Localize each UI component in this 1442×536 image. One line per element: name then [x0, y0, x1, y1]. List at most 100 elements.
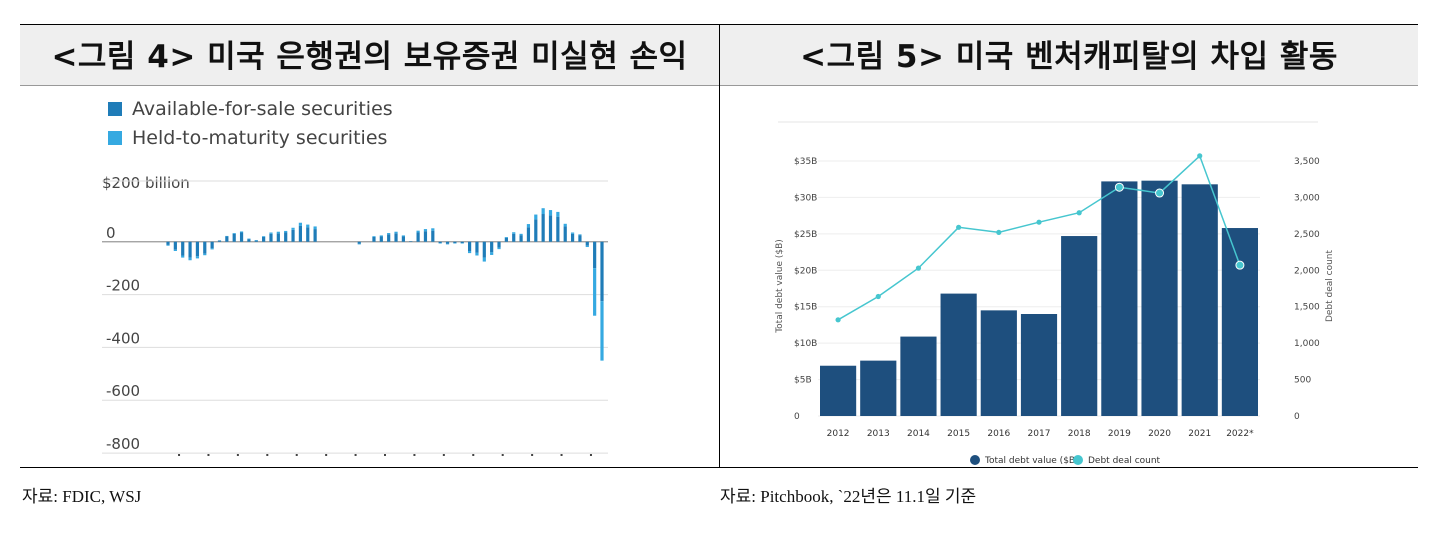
htm-bar — [453, 243, 457, 244]
legend-label-htm: Held-to-maturity securities — [132, 127, 387, 149]
afs-bar — [166, 241, 170, 245]
legend-label-debt: Total debt value ($B) — [984, 456, 1079, 466]
deal-count-point — [875, 293, 881, 300]
x-tick-mark — [589, 454, 592, 456]
y-tick-label: -400 — [106, 329, 140, 347]
htm-bar — [585, 245, 589, 248]
htm-bar — [460, 243, 464, 244]
deal-count-point — [1114, 182, 1124, 192]
left-tick-label: $20B — [794, 266, 817, 276]
htm-bar — [387, 233, 391, 235]
right-tick-label: 0 — [1294, 412, 1300, 422]
figure-panel: <그림 4> 미국 은행권의 보유증권 미실현 손익 <그림 5> 미국 벤처캐… — [20, 24, 1418, 468]
afs-bar — [217, 240, 222, 242]
debt-bar — [900, 336, 937, 416]
deal-count-point — [1076, 210, 1082, 216]
afs-bar — [504, 237, 508, 242]
afs-bar — [203, 241, 207, 254]
y-tick-label: -800 — [106, 435, 140, 453]
afs-bar — [453, 241, 457, 244]
afs-bar — [181, 241, 185, 256]
afs-bar — [431, 230, 435, 242]
x-tick-mark — [501, 454, 504, 456]
legend-swatch-debt — [970, 455, 980, 465]
htm-bar — [262, 236, 266, 237]
deal-count-polyline — [837, 154, 1241, 321]
x-tick-mark — [413, 454, 416, 456]
legend-swatch-afs — [108, 102, 122, 116]
debt-bar — [860, 360, 897, 416]
x-tick-mark — [560, 454, 563, 456]
htm-bar — [556, 211, 560, 217]
afs-bar — [254, 240, 258, 242]
debt-bar — [1221, 228, 1258, 416]
afs-bar — [210, 241, 214, 249]
x-tick-labels: 2012 2013 2014 2015 2016 2017 2018 2019 2020 2021… — [827, 429, 1254, 439]
right-tick-label: 3,500 — [1294, 157, 1320, 167]
left-tick-label: $30B — [794, 193, 817, 203]
htm-bar — [298, 222, 303, 226]
x-tick-mark — [472, 454, 475, 456]
right-axis-label: Debt deal count — [1325, 249, 1335, 322]
afs-bar — [306, 227, 310, 242]
left-tick-label: $15B — [794, 303, 817, 313]
x-tick-label: 2016 — [987, 429, 1010, 439]
afs-bar — [394, 233, 398, 242]
afs-bar — [460, 241, 464, 244]
left-axis-tick-labels: 0 $5B $10B $15B $20B $25B $30B $35B — [794, 157, 817, 422]
htm-bar — [239, 231, 244, 233]
deal-count-point — [956, 224, 962, 230]
htm-bar — [188, 257, 192, 261]
x-tick-mark — [178, 454, 181, 456]
htm-bar — [195, 256, 200, 259]
afs-bar — [578, 235, 582, 242]
afs-bar — [512, 233, 516, 242]
right-tick-label: 500 — [1294, 376, 1311, 386]
afs-bar — [423, 231, 428, 242]
x-tick-mark — [354, 454, 357, 456]
htm-bar — [497, 247, 501, 250]
x-tick-mark — [266, 454, 269, 456]
afs-bar — [600, 241, 604, 302]
htm-bar — [490, 252, 494, 255]
afs-bar — [188, 241, 192, 258]
htm-bar — [247, 238, 251, 240]
right-tick-label: 2,500 — [1294, 230, 1320, 240]
deal-count-point — [1155, 188, 1165, 198]
x-tick-mark — [295, 454, 298, 456]
debt-bar — [980, 310, 1017, 416]
unrealized-gains-chart: Available-for-sale securities Held-to-ma… — [102, 98, 608, 467]
afs-bar — [298, 225, 303, 242]
x-tick-label: 2017 — [1028, 429, 1051, 439]
htm-bar — [379, 235, 383, 237]
afs-bar — [570, 233, 575, 242]
x-tick-label: 2014 — [907, 429, 930, 439]
x-tick-label: 2015 — [947, 429, 970, 439]
afs-bar — [534, 219, 538, 242]
afs-bar — [247, 239, 251, 242]
debt-bar — [1020, 314, 1058, 416]
left-tick-label: $5B — [794, 376, 812, 386]
right-axis-tick-labels: 0 500 1,000 1,500 2,000 2,500 3,000 3,500 — [1294, 157, 1320, 422]
figure-4-title: <그림 4> 미국 은행권의 보유증권 미실현 손익 — [51, 39, 688, 75]
afs-bar — [445, 241, 450, 244]
vc-debt-chart: 0 $5B $10B $15B $20B $25B $30B $35B 0 500 1,000 1,… — [775, 121, 1335, 466]
htm-bar — [173, 249, 177, 251]
debt-bar — [1101, 181, 1138, 416]
legend-label-deals: Debt deal count — [1088, 456, 1161, 466]
htm-bar — [445, 243, 450, 245]
htm-bar — [548, 210, 553, 216]
y-tick-label: 0 — [106, 224, 116, 242]
deal-count-point — [835, 317, 841, 323]
source-note-right: 자료: Pitchbook, `22년은 11.1일 기준 — [720, 487, 977, 506]
afs-bar — [313, 229, 317, 242]
afs-bar — [232, 233, 236, 242]
htm-bar — [504, 237, 508, 238]
afs-bar — [357, 241, 361, 244]
htm-bar — [254, 240, 258, 241]
afs-bar — [225, 236, 229, 242]
htm-bar — [578, 234, 582, 236]
x-tick-label: 2013 — [867, 429, 890, 439]
afs-bar — [475, 241, 479, 253]
legend-label-afs: Available-for-sale securities — [132, 98, 393, 120]
